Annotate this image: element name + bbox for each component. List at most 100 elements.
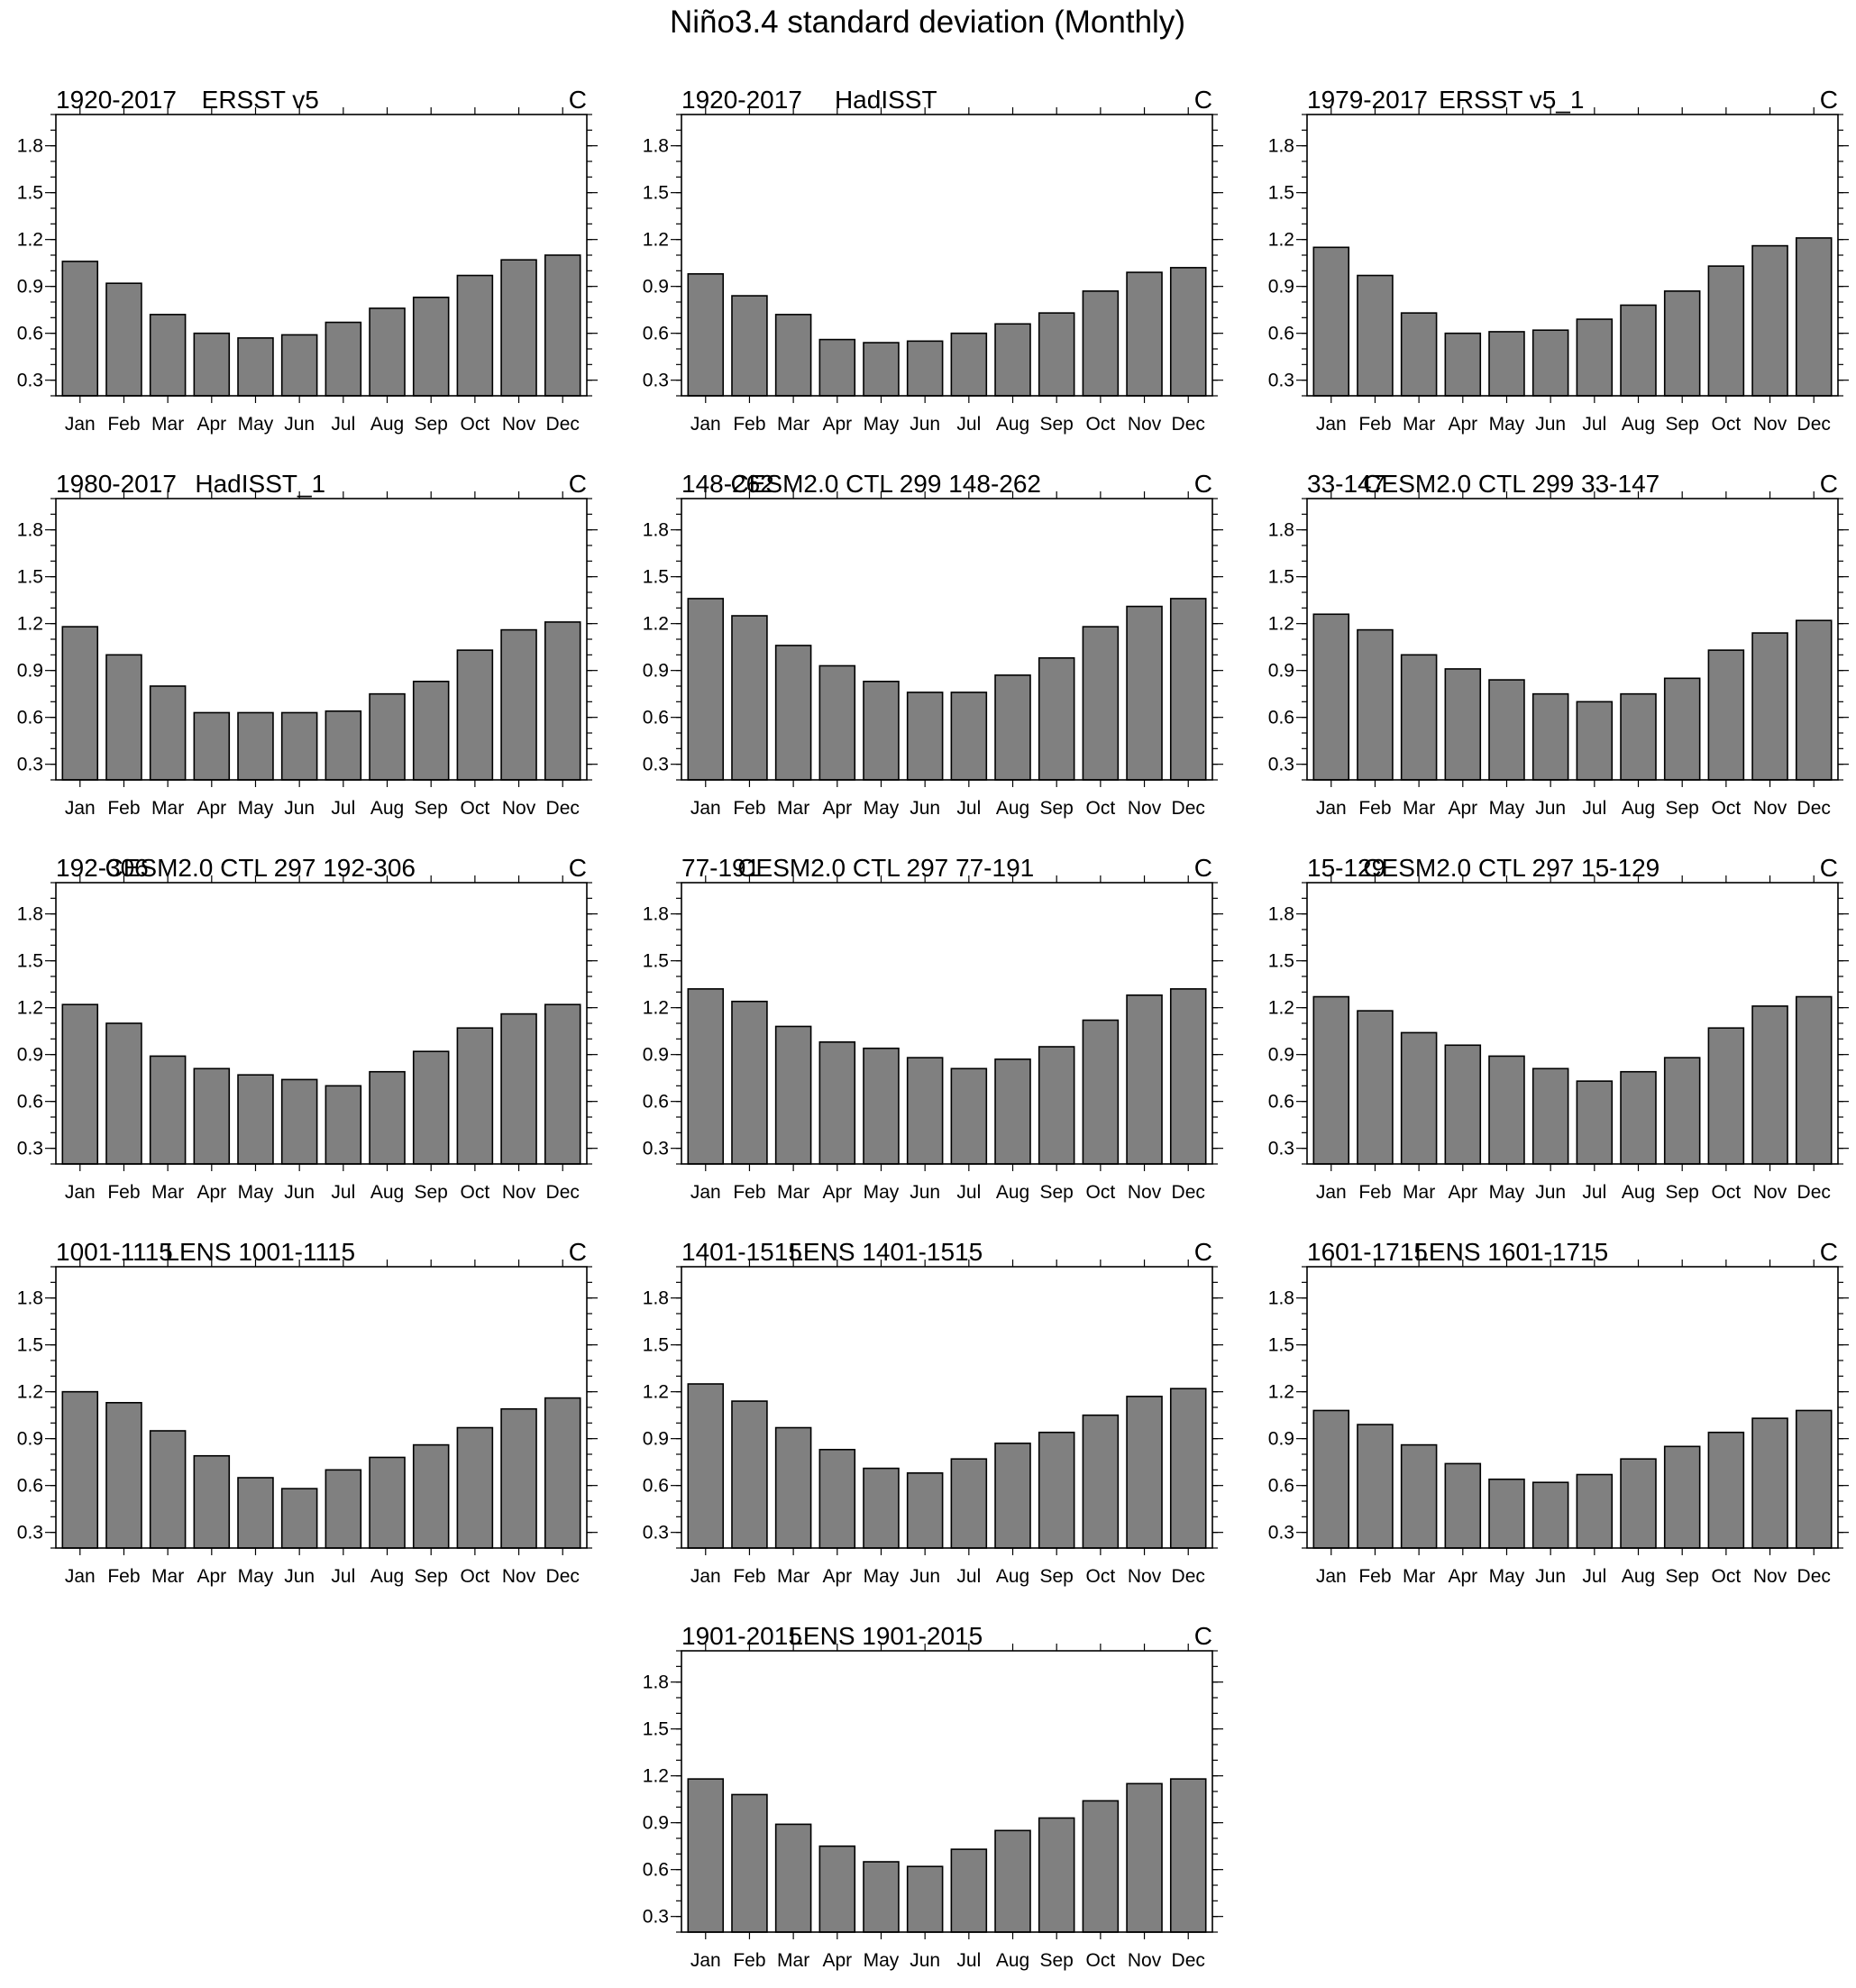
y-tick-label: 1.2 [1268,998,1294,1019]
bar-may [1488,1055,1525,1165]
panel-title: CESM2.0 CTL 299 148-262 [731,470,1042,498]
x-tick-label: Nov [1753,798,1787,819]
x-tick-label: Feb [733,1950,765,1971]
figure-title: Niño3.4 standard deviation (Monthly) [670,5,1185,40]
bar-oct [1707,1431,1745,1549]
x-tick-label: Jul [956,1182,981,1203]
bar-jan [687,1383,725,1549]
x-tick-label: Oct [461,798,490,819]
bar-oct [1082,1800,1120,1933]
panel-period: 1401-1515 [681,1238,802,1266]
x-tick-label: Jun [284,1566,315,1587]
y-tick-label: 1.8 [643,1672,669,1693]
panel-title: CESM2.0 CTL 297 192-306 [105,854,416,882]
y-tick-label: 1.2 [643,998,669,1019]
y-tick-label: 1.5 [643,1335,669,1356]
plot-frame [1306,1266,1839,1549]
x-tick-label: Feb [107,798,140,819]
x-tick-label: May [864,1950,900,1971]
bar-sep [412,296,450,397]
x-tick-label: Apr [197,414,226,435]
x-tick-label: Aug [996,798,1029,819]
x-tick-label: Nov [1128,1950,1162,1971]
bar-apr [1444,1044,1482,1165]
y-tick-label: 0.3 [643,1523,669,1544]
plot-frame [681,498,1213,781]
bar-aug [1620,304,1657,397]
bar-jul [950,1458,988,1549]
bar-jul [950,1067,988,1165]
bar-mar [1400,312,1438,397]
panel-units: C [1194,86,1212,114]
y-tick-label: 0.3 [17,371,43,391]
y-tick-label: 0.3 [643,1907,669,1928]
x-tick-label: Feb [107,1182,140,1203]
x-tick-label: Oct [1086,798,1116,819]
bar-oct [456,274,494,397]
y-tick-label: 1.2 [643,1382,669,1403]
y-tick-label: 0.6 [1268,1092,1294,1113]
x-tick-label: Apr [1448,414,1477,435]
panel-period: 192-306 [56,854,149,882]
bar-feb [105,654,142,781]
bar-mar [149,314,187,397]
bar-sep [1663,1057,1701,1165]
bar-jan [687,988,725,1165]
panel-period: 15-129 [1307,854,1385,882]
x-tick-label: Apr [1448,1566,1477,1587]
bar-feb [1357,274,1394,397]
bar-jun [906,692,944,781]
x-tick-label: Sep [1040,414,1074,435]
bar-may [237,337,274,397]
x-tick-label: Mar [1403,414,1435,435]
bar-dec [544,1397,581,1549]
y-tick-label: 0.6 [1268,1476,1294,1497]
y-tick-label: 0.6 [643,1860,669,1881]
y-tick-label: 1.5 [643,183,669,204]
bar-oct [1707,649,1745,781]
y-tick-label: 1.2 [643,1766,669,1787]
x-tick-label: Sep [1040,1182,1074,1203]
bar-oct [1082,626,1120,781]
x-tick-label: Jan [690,1566,721,1587]
y-tick-label: 0.9 [643,1813,669,1834]
bar-jan [61,261,99,397]
x-tick-label: Nov [1753,1566,1787,1587]
panel-period: 1601-1715 [1307,1238,1428,1266]
bar-mar [149,685,187,781]
x-tick-label: Jul [1582,1182,1606,1203]
bar-oct [456,1426,494,1549]
panel-units: C [1820,854,1838,882]
bar-may [1488,1478,1525,1549]
bar-jan [687,598,725,781]
y-tick-label: 0.6 [643,708,669,728]
bar-jul [950,332,988,397]
x-tick-label: Jan [65,1566,96,1587]
bar-jan [687,272,725,397]
panel-title: LENS 1001-1115 [165,1238,355,1266]
plot-frame [1306,114,1839,397]
bar-jul [325,321,362,397]
y-tick-label: 0.6 [1268,324,1294,344]
y-tick-label: 1.8 [17,904,43,925]
panel-1: 1920-2017 ERSST v5 C 0.3 0.6 0.9 1.2 1.5 1.8 Jan F… [17,86,598,435]
panel-units: C [1194,470,1212,498]
x-tick-label: Aug [1622,414,1655,435]
bar-aug [369,692,406,781]
y-tick-label: 0.9 [17,1045,43,1066]
x-tick-label: Feb [1358,414,1391,435]
panel-units: C [1820,86,1838,114]
x-tick-label: Jul [956,798,981,819]
x-tick-label: Jan [1316,798,1347,819]
bar-nov [1751,244,1788,397]
x-tick-label: Nov [1753,1182,1787,1203]
bar-jun [906,340,944,397]
bar-nov [1126,994,1163,1165]
x-tick-label: Jan [65,414,96,435]
x-tick-label: Dec [1172,1566,1205,1587]
bar-aug [369,1070,406,1165]
bar-dec [1795,237,1833,397]
